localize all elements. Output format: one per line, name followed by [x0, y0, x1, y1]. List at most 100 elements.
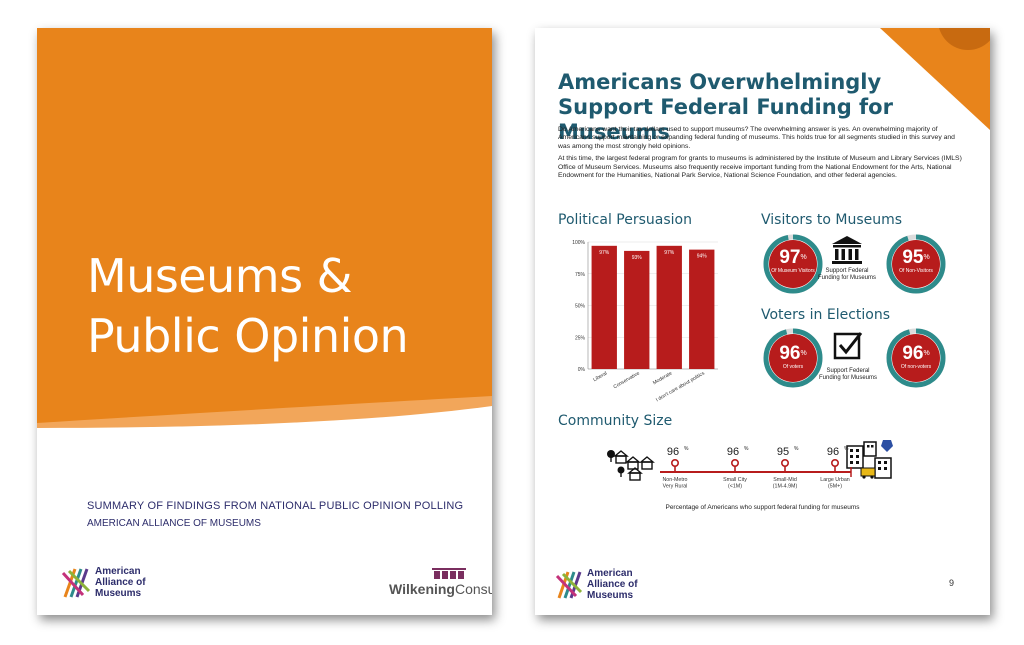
community-value: 96	[827, 446, 839, 458]
voters-left-ring	[763, 328, 823, 388]
visitors-left-ring	[763, 234, 823, 294]
aam-logo-line3: Museums	[95, 588, 142, 599]
wilkening-logo-text: WilkeningConsulting	[389, 581, 492, 597]
visitors-right-caption: Of Non-Visitors	[899, 268, 933, 274]
aam-logo: American Alliance of Museums	[61, 566, 146, 599]
community-label: Non-Metro	[662, 477, 687, 483]
report-title-line2: Support Federal Funding for Museums	[558, 95, 893, 144]
report-title: Americans Overwhelmingly Support Federal…	[558, 70, 990, 145]
checkbox-check-icon	[833, 332, 863, 360]
wilkening-logo-icon	[432, 568, 466, 579]
cover-subtitle-block: SUMMARY OF FINDINGS FROM NATIONAL PUBLIC…	[87, 500, 463, 529]
y-tick-label: 75%	[575, 272, 586, 278]
visitors-right-label: 95% Of Non-Visitors	[885, 247, 947, 275]
voters-left-value: 96	[779, 343, 801, 364]
corner-triangle	[880, 28, 990, 130]
community-percent-sign: %	[744, 446, 749, 452]
visitors-left-value: 97	[779, 247, 801, 268]
report-aam-logo-line1: American	[587, 568, 633, 579]
bar-data-label: 93%	[632, 255, 643, 261]
community-label: Very Rural	[663, 484, 688, 490]
community-percent-sign: %	[844, 446, 849, 452]
page-number: 9	[949, 578, 955, 588]
voters-right-percent: %	[923, 350, 930, 357]
aam-logo-line2: Alliance of	[95, 577, 146, 588]
bar-data-label: 97%	[664, 250, 675, 256]
voters-right-value: 96	[902, 343, 924, 364]
museum-building-icon	[832, 236, 862, 264]
community-value: 95	[777, 446, 789, 458]
wilkening-rest: Consulting	[455, 581, 492, 597]
bar	[689, 249, 715, 369]
aam-logo-icon	[61, 567, 91, 598]
cover-page: Museums & Public Opinion SUMMARY OF FIND…	[37, 28, 492, 615]
report-title-line1: Americans Overwhelmingly	[558, 70, 882, 94]
location-pin-icon	[830, 458, 839, 467]
voters-right-caption: Of non-voters	[900, 364, 932, 370]
bar-data-label: 97%	[599, 250, 610, 256]
community-label: Small City	[723, 477, 747, 483]
voters-left-label: 96% Of voters	[762, 343, 824, 371]
community-label: Large Urban	[820, 477, 849, 483]
report-body: Do Americans want their tax dollars used…	[558, 126, 963, 184]
report-aam-logo-line3: Museums	[587, 590, 634, 601]
report-aam-logo-line2: Alliance of	[587, 579, 638, 590]
ring-progress-arc	[763, 328, 823, 388]
voters-middle-caption: Support Federal Funding for Museums	[818, 368, 878, 381]
bar	[591, 245, 617, 369]
voters-right-ring	[886, 328, 946, 388]
ring-progress-arc	[886, 328, 946, 388]
bar	[624, 250, 650, 369]
report-page: Americans Overwhelmingly Support Federal…	[535, 28, 990, 615]
community-value: 96	[727, 446, 739, 458]
ring-progress-arc	[886, 234, 946, 294]
cover-title-line2: Public Opinion	[87, 309, 409, 363]
wilkening-logo: WilkeningConsulting	[389, 568, 492, 597]
report-paragraph-2: At this time, the largest federal progra…	[558, 155, 962, 180]
report-aam-logo: American Alliance of Museums	[555, 568, 638, 601]
voters-right-label: 96% Of non-voters	[885, 343, 947, 371]
community-label: (1M-4.9M)	[773, 484, 798, 490]
y-tick-label: 25%	[575, 335, 586, 341]
aam-logo-line1: American	[95, 566, 141, 577]
voters-left-caption: Of voters	[782, 364, 804, 370]
ring-fill	[769, 240, 817, 288]
location-pin-icon	[731, 458, 740, 467]
rural-houses-icon	[607, 450, 655, 481]
ring-fill	[892, 334, 940, 382]
community-percent-sign: %	[684, 446, 689, 452]
visitors-right-value: 95	[902, 247, 924, 268]
visitors-middle-caption: Support Federal Funding for Museums	[817, 268, 877, 281]
visitors-left-percent: %	[800, 254, 807, 261]
visitors-heading: Visitors to Museums	[761, 212, 903, 228]
community-heading: Community Size	[558, 413, 673, 429]
community-label: (5M+)	[828, 484, 842, 490]
cover-orange-banner	[37, 28, 492, 428]
political-heading: Political Persuasion	[558, 212, 692, 228]
cover-publisher: AMERICAN ALLIANCE OF MUSEUMS	[87, 518, 261, 529]
ring-fill	[892, 240, 940, 288]
cover-title: Museums & Public Opinion	[87, 246, 487, 366]
community-percent-sign: %	[794, 446, 799, 452]
ring-progress-arc	[763, 234, 823, 294]
voters-left-percent: %	[800, 350, 807, 357]
visitors-right-percent: %	[923, 254, 930, 261]
cover-subtitle: SUMMARY OF FINDINGS FROM NATIONAL PUBLIC…	[87, 500, 464, 512]
y-tick-label: 0%	[578, 367, 586, 373]
community-caption: Percentage of Americans who support fede…	[665, 504, 860, 511]
location-pin-icon	[781, 458, 790, 467]
city-buildings-icon	[846, 440, 893, 479]
cover-title-line1: Museums &	[87, 249, 353, 303]
community-label: (<1M)	[728, 484, 742, 490]
wilkening-bold: Wilkening	[389, 581, 455, 597]
bar	[656, 245, 682, 369]
visitors-right-ring	[886, 234, 946, 294]
report-paragraph-1: Do Americans want their tax dollars used…	[558, 126, 955, 150]
voters-heading: Voters in Elections	[761, 307, 891, 323]
political-bar-chart: 0%25%50%75%100%97%Liberal93%Conservative…	[572, 240, 718, 403]
y-tick-label: 50%	[575, 304, 586, 310]
ring-fill	[769, 334, 817, 382]
visitors-left-caption: Of Museum Visitors	[771, 268, 815, 274]
y-tick-label: 100%	[572, 240, 585, 246]
